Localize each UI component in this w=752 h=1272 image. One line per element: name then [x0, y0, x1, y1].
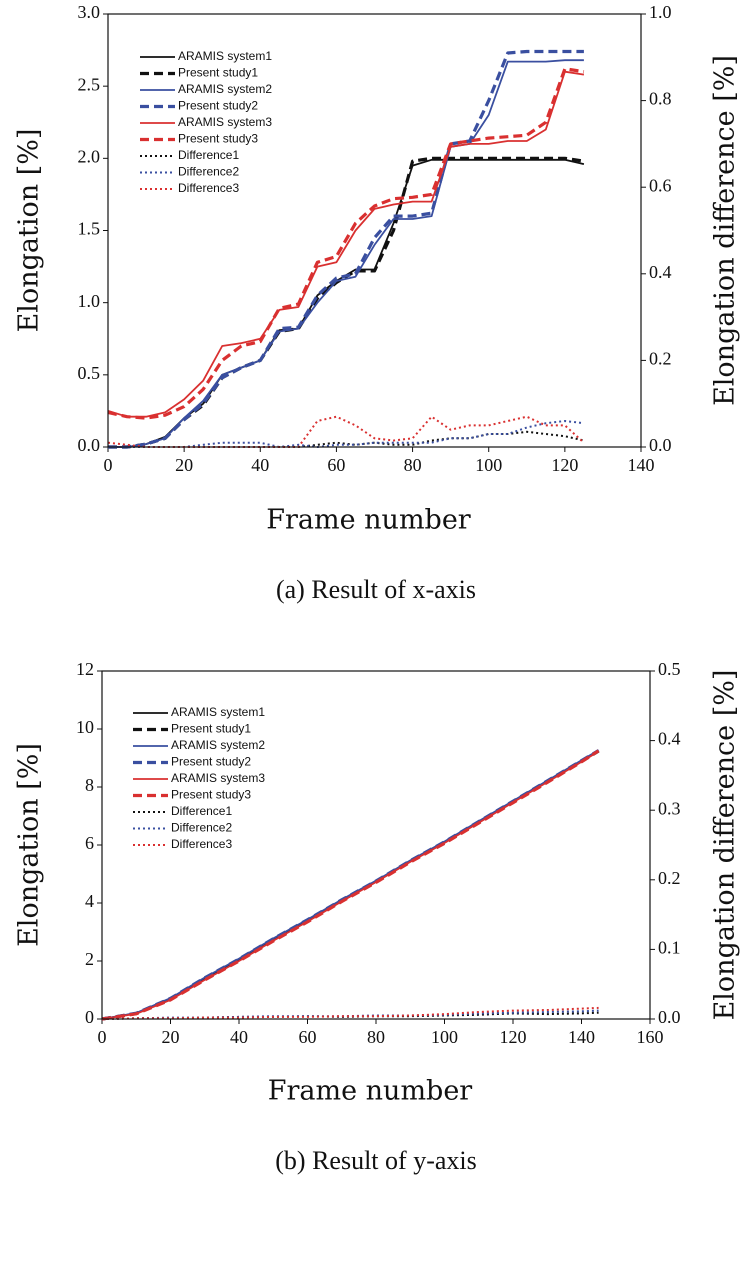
y2-tick-label: 0.6	[649, 175, 672, 195]
x-tick-label: 120	[551, 455, 578, 475]
series-line	[107, 67, 585, 420]
y2-tick-label: 0.4	[658, 729, 681, 749]
series-line	[107, 70, 585, 418]
y2-tick-label: 0.2	[649, 349, 672, 369]
series-line	[108, 49, 584, 449]
y-tick-label: 8	[85, 775, 94, 795]
x-tick-label: 160	[637, 1027, 664, 1047]
caption: (a) Result of x-axis	[276, 575, 476, 604]
x-tick-label: 100	[431, 1027, 458, 1047]
legend-label: ARAMIS system2	[178, 82, 272, 96]
y2-tick-label: 0.0	[649, 435, 672, 455]
y2-tick-label: 0.4	[649, 262, 672, 282]
x-tick-label: 40	[251, 455, 269, 475]
x-tick-label: 80	[367, 1027, 385, 1047]
series-line	[101, 1011, 599, 1020]
y-tick-label: 12	[76, 659, 94, 679]
series-line	[101, 1009, 599, 1020]
y2-axis-label: Elongation difference [%]	[710, 55, 741, 406]
series-line	[108, 430, 585, 448]
legend-label: Difference2	[171, 821, 232, 835]
series-line	[101, 1006, 599, 1020]
legend-label: ARAMIS system3	[171, 771, 265, 785]
legend-label: Difference3	[178, 181, 239, 195]
y2-tick-label: 0.1	[658, 938, 681, 958]
x-tick-label: 60	[299, 1027, 317, 1047]
legend-label: Present study2	[178, 99, 258, 113]
x-tick-label: 100	[475, 455, 502, 475]
legend-label: Difference1	[178, 148, 239, 162]
y-tick-label: 0	[85, 1007, 94, 1027]
legend-label: Difference2	[178, 165, 239, 179]
x-tick-label: 0	[98, 1027, 107, 1047]
x-axis-label: Frame number	[266, 505, 471, 536]
y2-tick-label: 0.0	[658, 1007, 681, 1027]
x-tick-label: 20	[162, 1027, 180, 1047]
y-axis-label: Elongation [%]	[14, 743, 45, 947]
y-tick-label: 2	[85, 949, 94, 969]
legend-label: Difference3	[171, 837, 232, 851]
y-tick-label: 0.0	[78, 435, 101, 455]
legend-label: ARAMIS system1	[178, 49, 272, 63]
x-tick-label: 20	[175, 455, 193, 475]
y-tick-label: 4	[85, 891, 94, 911]
legend-label: Present study1	[178, 66, 258, 80]
y-tick-label: 0.5	[78, 363, 101, 383]
y2-tick-label: 0.3	[658, 798, 681, 818]
x-tick-label: 0	[104, 455, 113, 475]
y2-tick-label: 0.5	[658, 659, 681, 679]
y-axis-label: Elongation [%]	[14, 129, 45, 333]
series-line	[101, 749, 600, 1021]
y2-axis-label: Elongation difference [%]	[710, 670, 741, 1021]
y2-tick-label: 1.0	[649, 2, 672, 22]
legend-label: ARAMIS system1	[171, 705, 265, 719]
y-tick-label: 6	[85, 833, 94, 853]
legend-label: Present study1	[171, 722, 251, 736]
legend-label: Present study3	[178, 132, 258, 146]
x-tick-label: 140	[568, 1027, 595, 1047]
series-line	[108, 158, 585, 448]
y-tick-label: 1.0	[78, 291, 101, 311]
x-tick-label: 60	[327, 455, 345, 475]
y-tick-label: 2.0	[78, 146, 101, 166]
y-tick-label: 10	[76, 717, 94, 737]
series-line	[107, 415, 585, 448]
plot-frame	[107, 13, 642, 448]
legend-label: ARAMIS system2	[171, 738, 265, 752]
x-tick-label: 40	[230, 1027, 248, 1047]
caption: (b) Result of y-axis	[275, 1146, 476, 1175]
legend-label: Difference1	[171, 804, 232, 818]
legend-label: ARAMIS system3	[178, 115, 272, 129]
x-tick-label: 120	[500, 1027, 527, 1047]
legend-label: Present study3	[171, 788, 251, 802]
x-tick-label: 80	[404, 455, 422, 475]
y2-tick-label: 0.8	[649, 89, 672, 109]
y-tick-label: 3.0	[78, 2, 101, 22]
y-tick-label: 1.5	[78, 219, 101, 239]
x-axis-label: Frame number	[268, 1076, 473, 1107]
y-tick-label: 2.5	[78, 74, 101, 94]
plot-frame	[101, 670, 651, 1020]
y2-tick-label: 0.2	[658, 868, 681, 888]
x-tick-label: 140	[628, 455, 655, 475]
legend-label: Present study2	[171, 755, 251, 769]
